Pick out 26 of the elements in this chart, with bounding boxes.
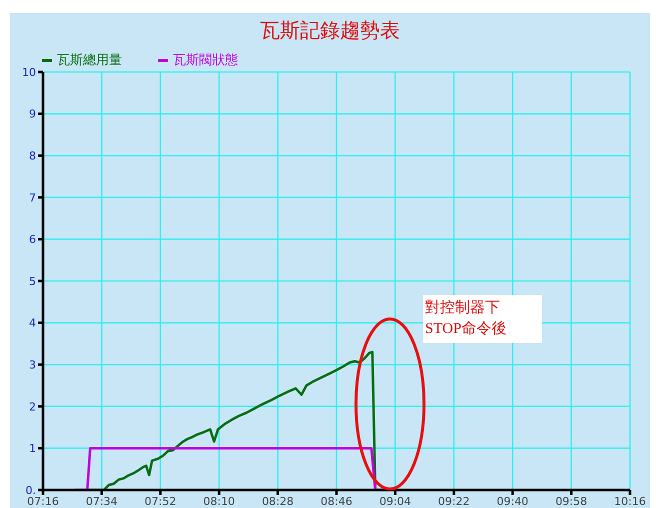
legend-label: 瓦斯總用量 <box>56 52 122 69</box>
y-tick-label: 7 <box>29 191 36 204</box>
x-tick-label: 09:40 <box>496 494 528 508</box>
y-tick-label: 6 <box>29 233 36 246</box>
legend-label: 瓦斯閥狀態 <box>172 52 238 69</box>
y-tick-label: 8 <box>29 150 36 163</box>
x-tick-label: 10:16 <box>614 494 646 508</box>
x-tick-label: 09:22 <box>438 494 470 508</box>
chart-title: 瓦斯記錄趨勢表 <box>259 17 401 44</box>
x-tick-label: 07:16 <box>27 494 59 508</box>
y-tick-label: 9 <box>29 108 36 121</box>
y-tick-label: 1 <box>29 442 36 456</box>
y-tick-label: 5 <box>29 274 36 288</box>
x-tick-label: 09:58 <box>555 494 588 508</box>
y-tick-label: 4 <box>29 316 36 330</box>
annotation: 對控制器下 STOP命令後 <box>423 295 542 343</box>
y-tick-label: 10 <box>22 66 36 79</box>
y-tick-label: 0. <box>26 484 36 497</box>
x-tick-label: 09:04 <box>379 494 412 508</box>
x-tick-label: 07:34 <box>86 494 118 508</box>
x-tick-label: 07:52 <box>144 494 176 508</box>
y-tick-label: 2 <box>29 400 36 414</box>
x-tick-label: 08:28 <box>262 494 294 508</box>
x-tick-label: 08:46 <box>320 494 352 508</box>
y-tick-label: 3 <box>29 358 36 372</box>
x-tick-label: 08:10 <box>203 494 235 508</box>
